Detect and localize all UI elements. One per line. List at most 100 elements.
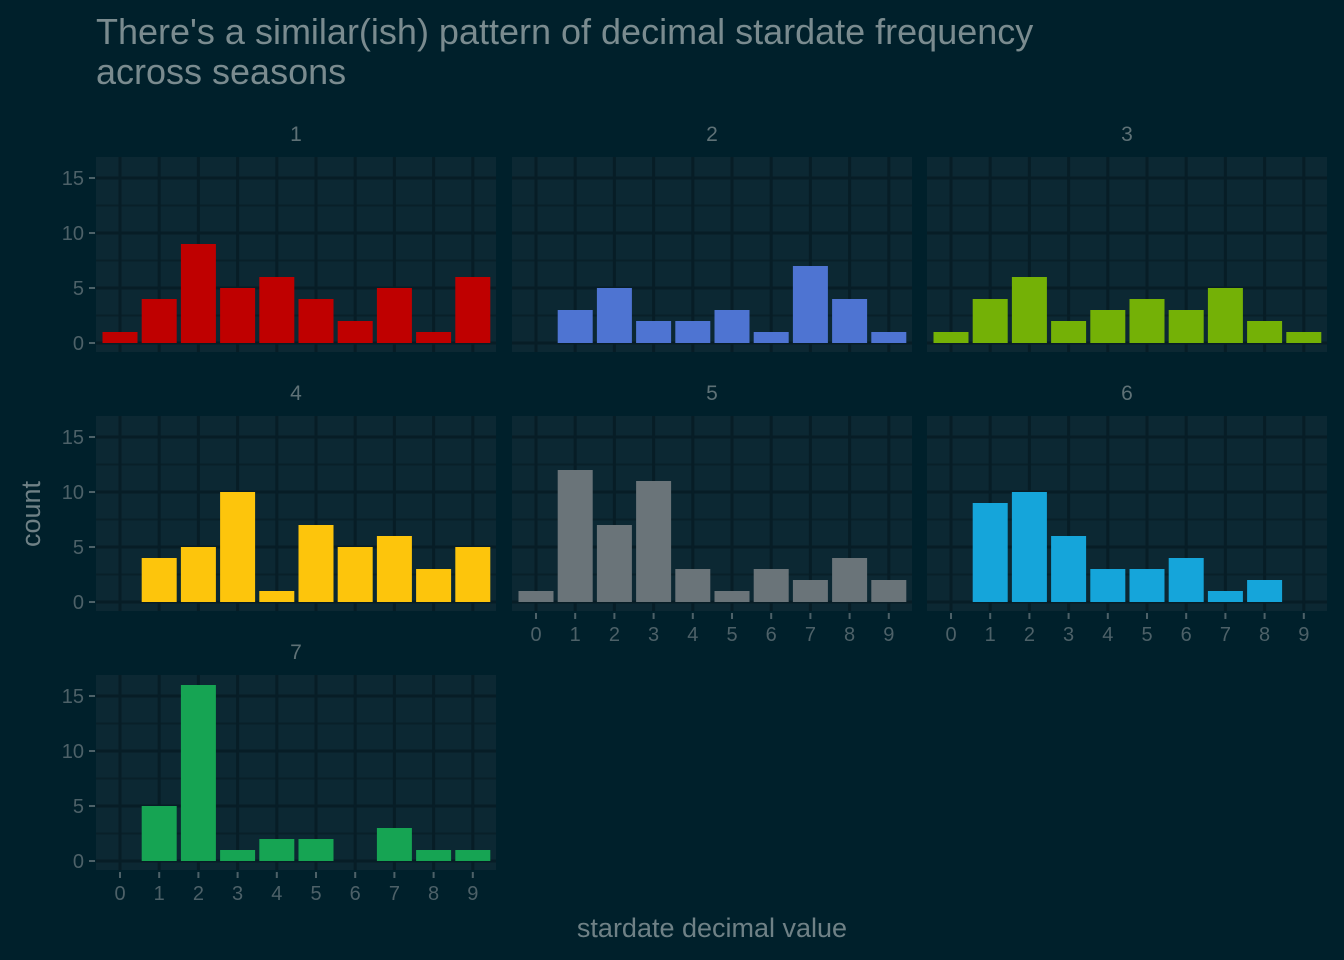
bar-2 <box>1011 492 1047 602</box>
facet-strip-label: 7 <box>290 641 302 664</box>
facet-strip-label: 2 <box>706 123 718 146</box>
x-tick-label: 6 <box>1181 624 1192 646</box>
x-tick-label: 1 <box>154 883 165 905</box>
bar-4 <box>259 839 295 861</box>
bar-8 <box>1247 580 1283 602</box>
bar-9 <box>1286 332 1322 343</box>
x-tick-label: 4 <box>687 624 698 646</box>
facet-strip-label: 5 <box>706 382 718 405</box>
bar-4 <box>675 569 711 602</box>
x-tick-label: 4 <box>1102 624 1113 646</box>
x-tick-label: 3 <box>1063 624 1074 646</box>
x-tick-label: 0 <box>114 883 125 905</box>
facet-strip-label: 4 <box>290 382 302 405</box>
bar-4 <box>1090 569 1126 602</box>
x-tick-label: 9 <box>467 883 478 905</box>
bar-3 <box>220 288 256 343</box>
bar-1 <box>141 558 177 602</box>
bar-1 <box>557 470 593 602</box>
facet-panel-4: 4 0 5 10 15 <box>62 382 496 614</box>
bar-1 <box>972 503 1008 602</box>
bar-9 <box>871 332 907 343</box>
y-tick-label: 5 <box>73 278 84 300</box>
bar-6 <box>753 569 789 602</box>
bar-1 <box>141 806 177 861</box>
x-tick-label: 2 <box>609 624 620 646</box>
bar-4 <box>675 321 711 343</box>
y-tick-label: 0 <box>73 333 84 355</box>
x-tick-label: 8 <box>1259 624 1270 646</box>
bar-2 <box>1011 277 1047 343</box>
x-tick-label: 7 <box>1220 624 1231 646</box>
x-tick-label: 6 <box>766 624 777 646</box>
bar-1 <box>972 299 1008 343</box>
bar-3 <box>636 481 672 602</box>
bar-7 <box>1207 591 1243 602</box>
bar-7 <box>1207 288 1243 343</box>
x-tick-label: 0 <box>530 624 541 646</box>
x-tick-label: 5 <box>310 883 321 905</box>
facet-panel-6: 6 0 1 2 3 4 5 6 7 8 9 <box>927 382 1327 646</box>
bar-9 <box>455 277 491 343</box>
bar-2 <box>596 525 632 602</box>
y-tick-label: 5 <box>73 796 84 818</box>
y-tick-label: 0 <box>73 851 84 873</box>
x-tick-label: 9 <box>1298 624 1309 646</box>
x-tick-label: 1 <box>570 624 581 646</box>
y-tick-label: 10 <box>62 482 84 504</box>
facet-strip-label: 1 <box>290 123 302 146</box>
bar-8 <box>416 332 452 343</box>
facet-panel-3: 3 <box>927 123 1327 352</box>
x-tick-label: 6 <box>350 883 361 905</box>
facet-strip-label: 3 <box>1121 123 1133 146</box>
y-axis-label: count <box>16 480 46 547</box>
facet-panel-2: 2 <box>512 123 912 352</box>
x-tick-label: 4 <box>271 883 282 905</box>
bar-5 <box>714 591 750 602</box>
facet-panel-5: 5 0 1 2 3 4 5 6 7 8 9 <box>512 382 912 646</box>
facet-strip-label: 6 <box>1121 382 1133 405</box>
bar-0 <box>933 332 969 343</box>
x-tick-label: 7 <box>805 624 816 646</box>
bar-2 <box>596 288 632 343</box>
facet-panel-7: 7 0 5 10 15 0 1 2 3 4 5 6 7 8 9 <box>62 641 496 905</box>
bar-3 <box>220 850 256 861</box>
x-axis-label: stardate decimal value <box>577 913 847 943</box>
bar-4 <box>1090 310 1126 343</box>
x-tick-label: 2 <box>1024 624 1035 646</box>
bar-6 <box>1168 310 1204 343</box>
bar-8 <box>832 299 868 343</box>
bar-9 <box>455 547 491 602</box>
x-tick-label: 5 <box>1141 624 1152 646</box>
x-tick-label: 7 <box>389 883 400 905</box>
x-tick-label: 9 <box>883 624 894 646</box>
bar-7 <box>792 580 828 602</box>
bar-4 <box>259 591 295 602</box>
bar-6 <box>337 547 373 602</box>
bar-4 <box>259 277 295 343</box>
x-tick-label: 8 <box>844 624 855 646</box>
chart-title-line-2: across seasons <box>96 51 346 92</box>
bar-3 <box>220 492 256 602</box>
bar-5 <box>1129 299 1165 343</box>
y-tick-label: 10 <box>62 741 84 763</box>
y-tick-label: 15 <box>62 427 84 449</box>
bar-0 <box>102 332 138 343</box>
y-tick-label: 15 <box>62 686 84 708</box>
bar-8 <box>1247 321 1283 343</box>
x-tick-label: 0 <box>945 624 956 646</box>
bar-2 <box>180 685 216 861</box>
x-tick-label: 2 <box>193 883 204 905</box>
bar-3 <box>1051 536 1087 602</box>
bar-7 <box>376 288 412 343</box>
bar-3 <box>1051 321 1087 343</box>
x-tick-label: 5 <box>726 624 737 646</box>
bar-5 <box>1129 569 1165 602</box>
y-tick-label: 0 <box>73 592 84 614</box>
x-tick-label: 3 <box>232 883 243 905</box>
bar-9 <box>871 580 907 602</box>
bar-7 <box>792 266 828 343</box>
